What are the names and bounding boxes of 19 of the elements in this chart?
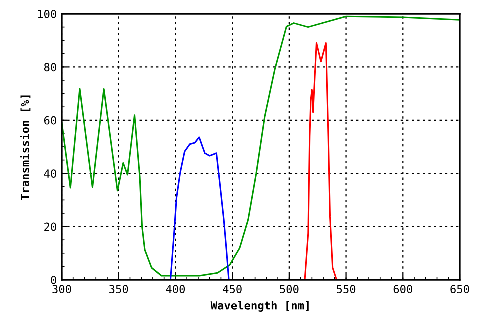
x-axis-title: Wavelength [nm] — [210, 301, 309, 312]
y-tick-label: 100 — [38, 10, 56, 18]
y-tick-label: 0 — [51, 276, 56, 284]
x-tick-label: 650 — [450, 285, 470, 294]
y-tick-label: 20 — [44, 222, 56, 232]
line-series — [304, 42, 338, 280]
y-tick-label: 60 — [44, 116, 56, 125]
x-tick-label: 350 — [110, 285, 128, 294]
y-axis-title: Transmission [%] — [20, 96, 31, 200]
y-tick-label: 40 — [44, 170, 56, 178]
x-tick-label: 600 — [394, 285, 412, 294]
line-series — [62, 16, 460, 277]
x-tick-label: 500 — [280, 285, 299, 294]
x-tick-label: 400 — [166, 285, 186, 294]
x-tick-label: 550 — [337, 285, 356, 294]
y-tick-label: 80 — [44, 63, 56, 72]
line-series — [170, 136, 230, 280]
x-tick-label: 300 — [52, 285, 72, 294]
x-tick-label: 450 — [223, 285, 242, 294]
